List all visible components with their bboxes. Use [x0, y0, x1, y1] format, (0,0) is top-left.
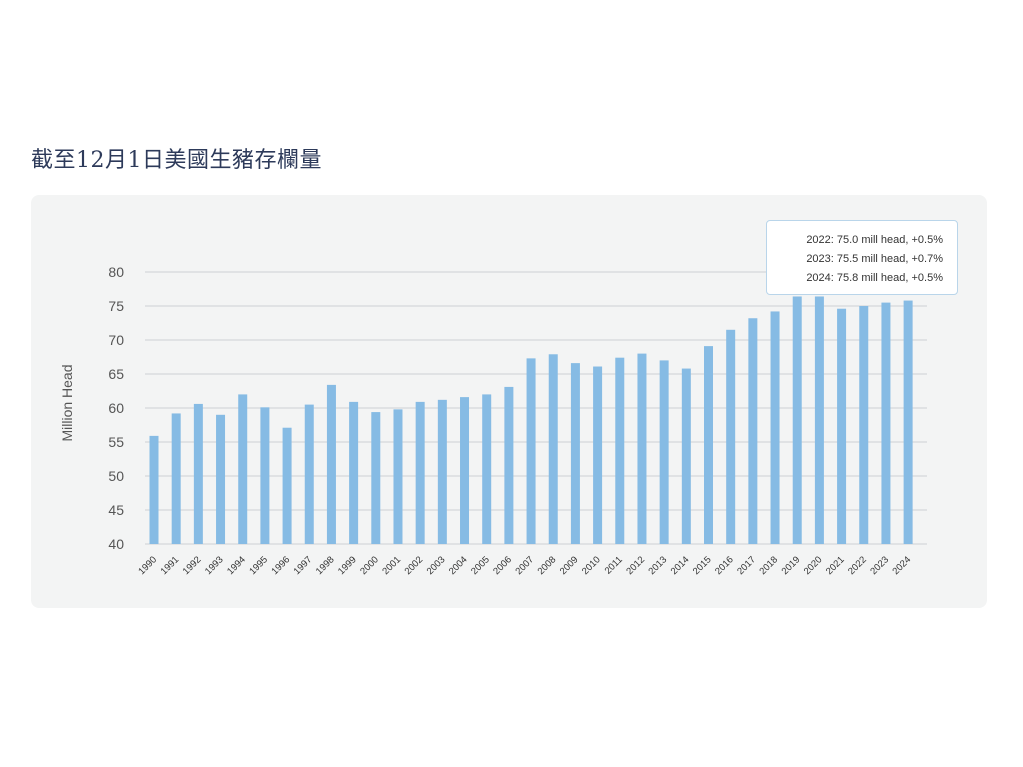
- chart-card: 40 45 50 55 60 65 70 75 80 Million Head 1990 1991 19…: [31, 195, 987, 608]
- x-tick-label: 2019: [780, 554, 803, 577]
- x-tick-label: 2016: [713, 554, 736, 577]
- bar-2008: [548, 354, 558, 544]
- bar-1995: [260, 407, 270, 544]
- bar-2015: [704, 346, 713, 544]
- y-tick-label: 45: [108, 502, 124, 518]
- y-tick-label: 60: [108, 400, 124, 416]
- x-tick-label: 2008: [536, 554, 559, 577]
- x-tick-label: 2012: [624, 554, 647, 577]
- x-tick-label: 1999: [336, 554, 359, 577]
- bar-2024: [903, 300, 913, 544]
- x-tick-label: 2018: [757, 554, 780, 577]
- bar-2010: [593, 366, 603, 544]
- bar-2016: [726, 329, 736, 544]
- bar-2012: [637, 353, 647, 544]
- x-tick-label: 2015: [691, 554, 714, 577]
- x-tick-label: 1993: [203, 554, 226, 577]
- x-tick-label: 1996: [269, 554, 292, 577]
- bar-2022: [859, 306, 869, 544]
- bar-2002: [415, 401, 425, 544]
- x-tick-label: 2000: [358, 554, 381, 577]
- bar-2009: [570, 363, 580, 544]
- y-tick-label: 80: [108, 264, 124, 280]
- y-tick-label: 50: [108, 468, 124, 484]
- bar-1998: [326, 384, 336, 544]
- x-tick-label: 2002: [403, 554, 426, 577]
- bar-2003: [437, 399, 447, 544]
- bar-1994: [238, 394, 248, 544]
- x-tick-label: 1991: [159, 554, 182, 577]
- x-tick-label: 2005: [469, 554, 492, 577]
- bar-1990: [149, 435, 159, 544]
- bar-2001: [393, 409, 403, 544]
- bar-2019: [792, 296, 802, 544]
- x-tick-label: 2009: [558, 554, 581, 577]
- x-tick-label: 2011: [603, 554, 625, 576]
- x-tick-label: 2020: [802, 554, 825, 577]
- x-tick-label: 1992: [181, 554, 204, 577]
- y-axis-label: Million Head: [59, 364, 75, 441]
- x-tick-label: 2024: [891, 554, 914, 577]
- bar-2007: [526, 358, 536, 544]
- bar-2021: [837, 308, 847, 544]
- page-title: 截至12月1日美國生豬存欄量: [31, 148, 322, 173]
- bar-1996: [282, 427, 292, 544]
- bar-1993: [216, 414, 226, 544]
- bar-1997: [304, 404, 314, 544]
- y-tick-label: 55: [108, 434, 124, 450]
- x-tick-label: 1994: [225, 554, 248, 577]
- bar-2018: [770, 311, 780, 544]
- bar-2000: [371, 412, 381, 544]
- x-tick-label: 2010: [580, 554, 603, 577]
- x-tick-label: 2023: [868, 554, 891, 577]
- x-tick-label: 2017: [735, 554, 758, 577]
- bar-2005: [482, 394, 492, 544]
- x-tick-label: 2007: [513, 554, 536, 577]
- y-tick-label: 65: [108, 366, 124, 382]
- bar-2020: [814, 296, 824, 544]
- x-tick-label: 2014: [669, 554, 692, 577]
- chart-tooltip: 2022: 75.0 mill head, +0.5% 2023: 75.5 m…: [766, 220, 958, 295]
- bar-2014: [681, 368, 691, 544]
- x-tick-label: 2001: [380, 554, 403, 577]
- x-tick-label: 2004: [447, 554, 470, 577]
- x-tick-label: 2022: [846, 554, 869, 577]
- x-tick-label: 2006: [491, 554, 514, 577]
- y-tick-label: 70: [108, 332, 124, 348]
- tooltip-line-2024: 2024: 75.8 mill head, +0.5%: [806, 272, 943, 284]
- x-tick-label: 2003: [425, 554, 448, 577]
- bar-2006: [504, 386, 514, 544]
- x-tick-label: 2021: [824, 554, 847, 577]
- bar-2011: [615, 357, 625, 544]
- tooltip-line-2023: 2023: 75.5 mill head, +0.7%: [806, 253, 943, 265]
- bar-1991: [171, 413, 181, 544]
- bar-2017: [748, 318, 758, 544]
- x-tick-label: 1997: [292, 554, 315, 577]
- x-tick-label: 2013: [647, 554, 670, 577]
- x-tick-label: 1995: [247, 554, 270, 577]
- x-tick-label: 1998: [314, 554, 337, 577]
- tooltip-line-2022: 2022: 75.0 mill head, +0.5%: [806, 234, 943, 246]
- x-tick-label: 1990: [136, 554, 159, 577]
- bar-2004: [460, 397, 470, 544]
- bar-1999: [349, 401, 359, 544]
- bar-1992: [193, 403, 203, 544]
- bar-2023: [881, 302, 891, 544]
- y-tick-label: 40: [108, 536, 124, 552]
- y-tick-label: 75: [108, 298, 124, 314]
- bar-2013: [659, 360, 669, 544]
